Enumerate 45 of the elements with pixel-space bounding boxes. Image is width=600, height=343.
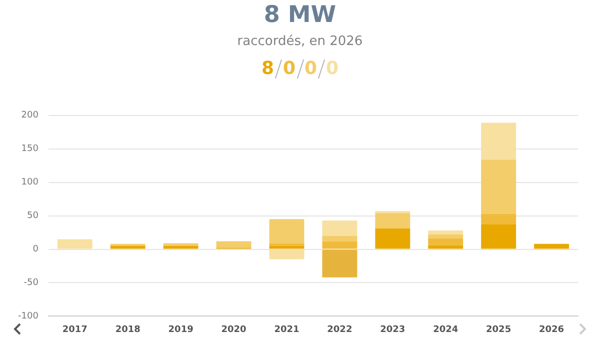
bar	[322, 236, 358, 242]
bar	[269, 250, 304, 260]
y-tick-label: 0	[32, 244, 39, 255]
text: 0	[304, 58, 318, 79]
x-tick-label: 2020	[221, 324, 246, 335]
x-tick-label: 2023	[380, 324, 406, 335]
chart-subtitle: raccordés, en 2026	[236, 34, 364, 49]
bar	[269, 246, 304, 249]
y-tick-label: 100	[21, 178, 39, 188]
x-tick-label: 2025	[486, 324, 512, 335]
x-tick-label: 2022	[327, 324, 352, 335]
bar	[481, 214, 516, 224]
bar	[269, 219, 304, 244]
bar	[163, 246, 198, 249]
y-tick-label: -50	[24, 278, 39, 288]
text: 8	[261, 58, 274, 79]
y-tick-label: 200	[21, 110, 39, 121]
x-tick-label: 2019	[168, 324, 194, 335]
bar	[481, 160, 516, 214]
x-tick-label: 2021	[274, 324, 300, 335]
bar	[322, 220, 358, 236]
x-tick-label: 2017	[62, 324, 88, 335]
bar	[375, 228, 410, 249]
bar	[428, 238, 464, 246]
x-tick-label: 2026	[538, 324, 564, 335]
bar	[481, 224, 516, 249]
y-tick-label: -100	[18, 312, 39, 322]
bar	[269, 243, 304, 246]
bar	[428, 245, 464, 249]
y-tick-label: 50	[26, 211, 39, 222]
bar	[534, 244, 569, 249]
bar	[375, 213, 410, 229]
text: 0	[326, 58, 339, 79]
bar	[163, 243, 198, 246]
x-tick-label: 2024	[433, 324, 458, 335]
bar	[428, 230, 464, 235]
bar	[428, 234, 464, 239]
y-tick-label: 150	[21, 144, 39, 154]
text: 0	[282, 58, 296, 79]
bar	[110, 246, 146, 249]
bar	[481, 122, 516, 160]
bar	[57, 239, 92, 249]
bar	[216, 241, 252, 248]
chart-title: 8 MW	[262, 2, 338, 28]
x-tick-label: 2018	[115, 324, 140, 335]
